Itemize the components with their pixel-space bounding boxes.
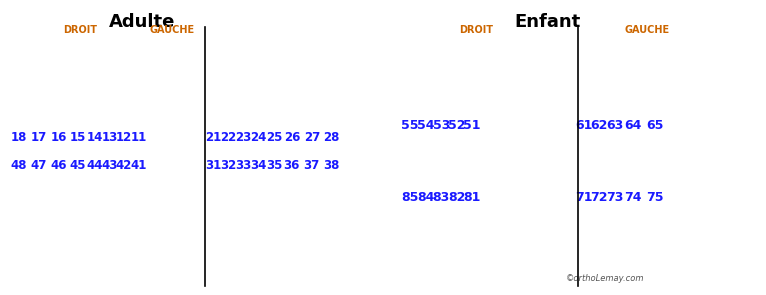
Text: 38: 38 (322, 159, 339, 172)
Text: 17: 17 (31, 131, 47, 144)
Text: 12: 12 (116, 131, 133, 144)
Text: GAUCHE: GAUCHE (625, 25, 669, 35)
Text: 36: 36 (283, 159, 300, 172)
Text: 71: 71 (575, 191, 592, 204)
Text: 82: 82 (448, 191, 465, 204)
Text: 61: 61 (575, 119, 592, 132)
Text: 26: 26 (283, 131, 300, 144)
Text: 47: 47 (31, 159, 47, 172)
Text: 11: 11 (130, 131, 147, 144)
Text: 34: 34 (250, 159, 267, 172)
Text: 21: 21 (205, 131, 221, 144)
Text: 84: 84 (417, 191, 434, 204)
Text: 15: 15 (70, 131, 87, 144)
Text: 18: 18 (11, 131, 28, 144)
Text: Adulte: Adulte (109, 13, 175, 31)
Text: 23: 23 (234, 131, 251, 144)
Text: 14: 14 (87, 131, 103, 144)
Text: 42: 42 (116, 159, 133, 172)
Text: GAUCHE: GAUCHE (150, 25, 195, 35)
Text: 81: 81 (463, 191, 480, 204)
Text: 53: 53 (433, 119, 450, 132)
Text: 28: 28 (322, 131, 339, 144)
Text: 51: 51 (463, 119, 480, 132)
Text: 62: 62 (591, 119, 607, 132)
Text: 45: 45 (70, 159, 87, 172)
Text: 65: 65 (647, 119, 663, 132)
Text: 41: 41 (130, 159, 147, 172)
Text: 83: 83 (433, 191, 450, 204)
Text: 24: 24 (250, 131, 267, 144)
Text: 27: 27 (303, 131, 320, 144)
Text: 37: 37 (303, 159, 320, 172)
Text: 46: 46 (51, 159, 67, 172)
Text: 52: 52 (448, 119, 465, 132)
Text: 44: 44 (87, 159, 103, 172)
Text: 74: 74 (624, 191, 641, 204)
Text: 43: 43 (101, 159, 118, 172)
Text: 25: 25 (266, 131, 283, 144)
Text: 48: 48 (11, 159, 28, 172)
Text: 22: 22 (220, 131, 237, 144)
Text: Enfant: Enfant (515, 13, 581, 31)
Text: 13: 13 (101, 131, 118, 144)
Text: 35: 35 (266, 159, 283, 172)
Text: 31: 31 (205, 159, 221, 172)
Text: 64: 64 (624, 119, 641, 132)
Text: 75: 75 (647, 191, 663, 204)
Text: 16: 16 (51, 131, 67, 144)
Text: DROIT: DROIT (460, 25, 493, 35)
Text: 85: 85 (401, 191, 418, 204)
Text: 55: 55 (401, 119, 418, 132)
Text: 32: 32 (220, 159, 237, 172)
Text: 54: 54 (417, 119, 434, 132)
Text: 72: 72 (591, 191, 607, 204)
Text: 63: 63 (607, 119, 624, 132)
Text: 33: 33 (234, 159, 251, 172)
Text: 73: 73 (607, 191, 624, 204)
Text: DROIT: DROIT (64, 25, 97, 35)
Text: ©orthoLemay.com: ©orthoLemay.com (566, 274, 644, 283)
